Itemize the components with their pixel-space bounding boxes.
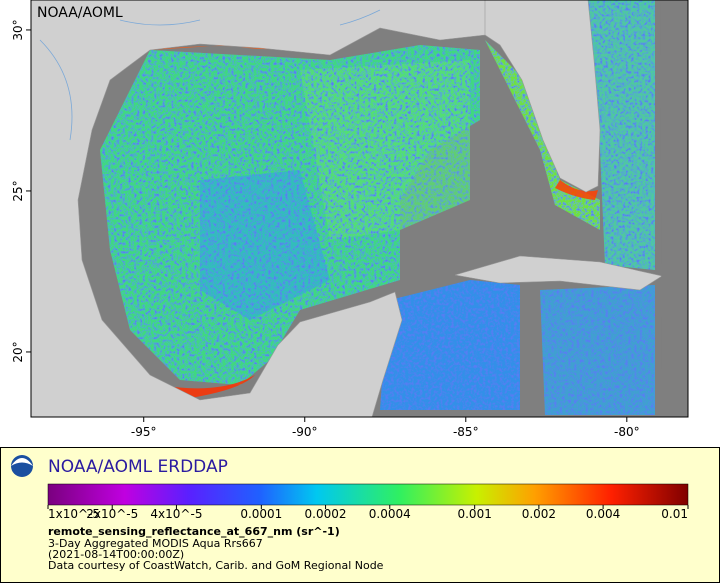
map-frame	[30, 0, 689, 418]
colorbar-tick-label: 0.01	[661, 507, 688, 521]
x-tick-label: -95°	[131, 425, 157, 439]
colorbar-tick-label: 0.0002	[305, 507, 347, 521]
axes: -95° -90° -85° -80° 20° 25° 30°	[11, 19, 640, 439]
colorbar-tick-label: 0.004	[586, 507, 620, 521]
noaa-logo-bird	[11, 458, 33, 466]
colorbar-tick-label: 0.001	[457, 507, 491, 521]
map-title: NOAA/AOML	[37, 5, 123, 21]
info-line: Data courtesy of CoastWatch, Carib. and …	[48, 559, 384, 572]
colorbar-tick-label: 4x10^-5	[150, 507, 202, 521]
y-tick-label: 20°	[11, 341, 25, 362]
x-tick-label: -90°	[292, 425, 318, 439]
cuba	[454, 255, 663, 291]
variable-name: remote_sensing_reflectance_at_667_nm (sr…	[48, 525, 340, 538]
info-line: (2021-08-14T00:00:00Z)	[48, 548, 184, 561]
x-tick-label: -80°	[614, 425, 640, 439]
colorbar-tick-label: 0.0001	[240, 507, 282, 521]
river	[39, 9, 381, 141]
legend-box	[0, 447, 720, 583]
colorbar-tick-label: 0.002	[522, 507, 556, 521]
colorbar	[47, 483, 689, 506]
colorbar-tick-label: 2x10^-5	[86, 507, 138, 521]
y-tick-label: 30°	[11, 19, 25, 40]
atlantic	[660, 0, 688, 417]
legend-title: NOAA/AOML ERDDAP	[48, 457, 228, 477]
y-tick-label: 25°	[11, 180, 25, 201]
data-field	[100, 0, 655, 415]
info-line: 3-Day Aggregated MODIS Aqua Rrs667	[48, 537, 263, 550]
colorbar-tick-label: 0.0004	[369, 507, 411, 521]
map	[31, 0, 688, 417]
land	[31, 0, 601, 417]
colorbar-tick-label: 1x10^-5	[48, 507, 100, 521]
x-tick-label: -85°	[453, 425, 479, 439]
